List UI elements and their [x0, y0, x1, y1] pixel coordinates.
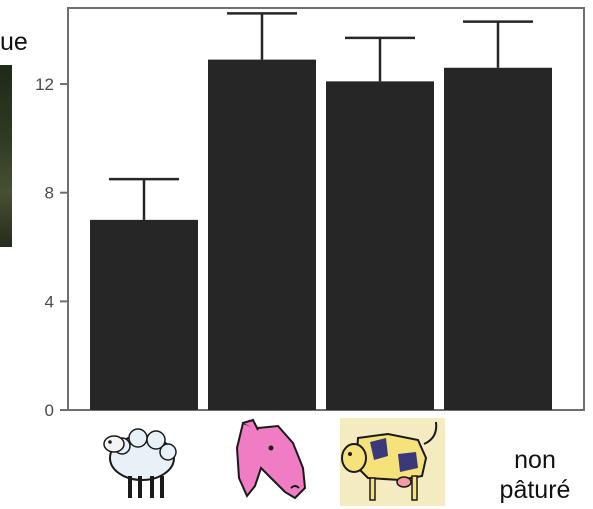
y-tick-label: 0 — [45, 401, 54, 420]
y-tick-label: 8 — [45, 184, 54, 203]
y-tick-label: 12 — [35, 75, 54, 94]
cow-icon — [340, 418, 445, 506]
bar — [444, 67, 552, 410]
cropped-title-fragment: ue — [0, 28, 28, 56]
bar — [90, 219, 198, 410]
horse-icon — [235, 418, 307, 500]
sheep-icon — [103, 428, 177, 498]
bar — [326, 81, 434, 411]
category-label-ungrazed-line2: pâturé — [499, 476, 571, 504]
y-tick-label: 4 — [45, 292, 54, 311]
bar — [208, 59, 316, 411]
photo-fragment — [0, 65, 12, 247]
y-axis: 0 4 8 12 — [35, 75, 68, 420]
bars-group — [90, 12, 552, 411]
category-label-ungrazed-line1: non — [514, 446, 556, 474]
